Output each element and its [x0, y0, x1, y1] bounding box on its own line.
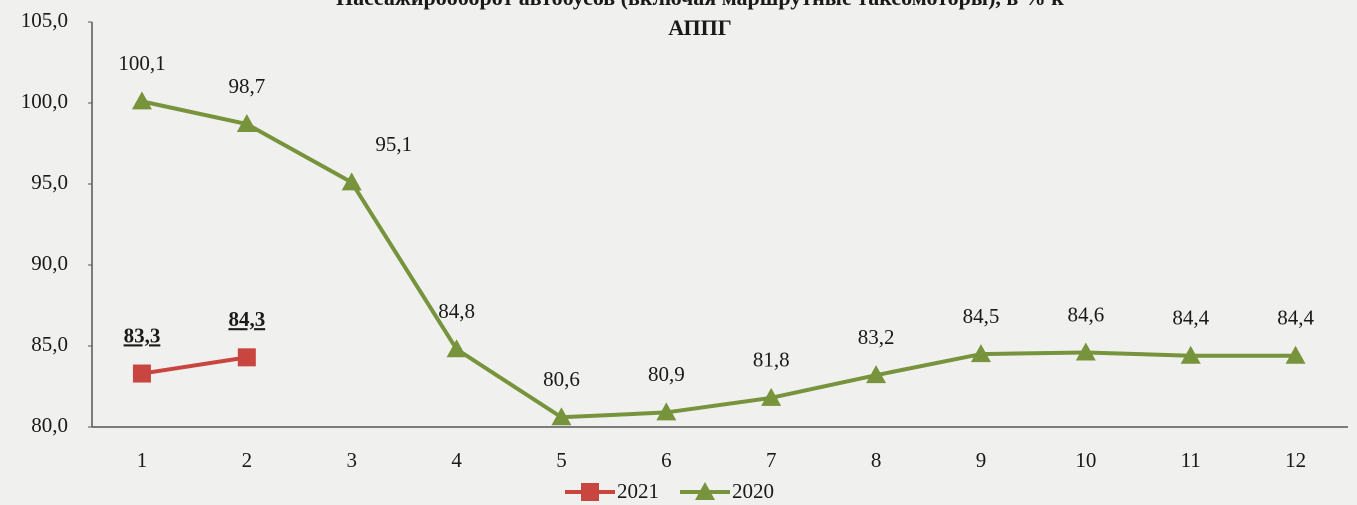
x-tick-label: 11	[1181, 448, 1201, 472]
data-label: 84,4	[1172, 306, 1209, 330]
marker	[695, 482, 715, 500]
marker	[866, 365, 887, 384]
series-line	[141, 99, 1296, 420]
marker	[1075, 342, 1096, 361]
legend-label: 2021	[617, 479, 659, 503]
x-tick-label: 6	[661, 448, 672, 472]
data-label: 80,6	[543, 367, 580, 391]
marker	[1285, 345, 1306, 364]
data-label: 98,7	[228, 74, 265, 98]
data-label: 84,3	[228, 307, 265, 331]
y-tick-label: 95,0	[31, 170, 68, 194]
chart-title: Пассажирооборот автобусов (включая маршр…	[336, 0, 1064, 40]
x-tick-label: 12	[1285, 448, 1306, 472]
marker	[236, 114, 257, 133]
marker	[132, 364, 151, 383]
y-tick-label: 100,0	[21, 89, 68, 113]
data-label: 80,9	[648, 362, 685, 386]
marker	[551, 407, 572, 426]
marker	[1180, 345, 1201, 364]
legend-label: 2020	[732, 479, 774, 503]
x-tick-label: 4	[451, 448, 462, 472]
data-label: 100,1	[118, 51, 165, 75]
data-label: 83,3	[124, 323, 161, 347]
marker	[237, 348, 256, 367]
data-label: 84,6	[1067, 302, 1104, 326]
y-tick-label: 105,0	[21, 8, 68, 32]
x-tick-label: 10	[1075, 448, 1096, 472]
x-tick-label: 5	[556, 448, 567, 472]
data-label: 81,8	[753, 348, 790, 372]
marker	[131, 91, 152, 110]
marker	[970, 344, 991, 363]
data-label: 95,1	[375, 132, 412, 156]
data-label: 83,2	[858, 325, 895, 349]
marker	[341, 172, 362, 191]
y-tick-label: 90,0	[31, 251, 68, 275]
x-tick-label: 7	[766, 448, 777, 472]
marker	[656, 402, 677, 421]
data-label: 84,8	[438, 299, 475, 323]
marker	[761, 387, 782, 406]
y-tick-label: 85,0	[31, 332, 68, 356]
data-label: 84,4	[1277, 306, 1314, 330]
x-tick-label: 3	[346, 448, 357, 472]
data-label: 84,5	[963, 304, 1000, 328]
x-tick-label: 8	[871, 448, 882, 472]
x-tick-label: 1	[137, 448, 148, 472]
marker	[446, 339, 467, 358]
x-tick-label: 9	[976, 448, 987, 472]
series-line	[141, 355, 248, 376]
y-tick-label: 80,0	[31, 413, 68, 437]
x-tick-label: 2	[242, 448, 253, 472]
marker	[581, 483, 599, 501]
